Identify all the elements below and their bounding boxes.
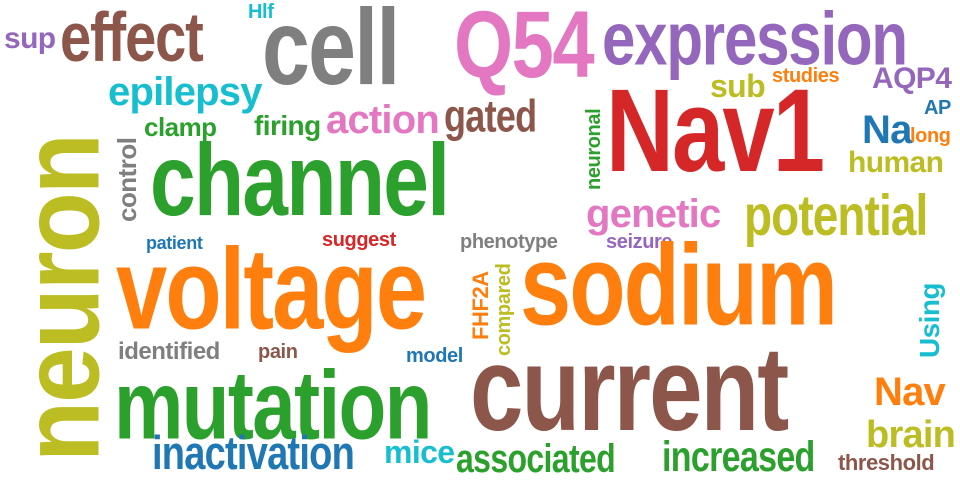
word-epilepsy: epilepsy	[108, 70, 262, 114]
word-effect: effect	[60, 0, 204, 76]
word-hlf: Hlf	[248, 1, 274, 23]
word-voltage: voltage	[116, 225, 427, 354]
word-neuron: neuron	[0, 135, 123, 462]
word-human: human	[848, 146, 944, 179]
word-potential: potential	[744, 182, 928, 248]
word-sodium: sodium	[520, 221, 838, 350]
word-associated: associated	[456, 435, 616, 480]
word-cell: cell	[262, 0, 400, 108]
word-expression: expression	[602, 0, 908, 81]
word-ap: AP	[924, 97, 951, 119]
word-model: model	[406, 345, 463, 367]
word-gated: gated	[444, 90, 537, 142]
word-current: current	[470, 322, 789, 457]
word-channel: channel	[150, 123, 450, 238]
word-sup: sup	[4, 22, 56, 55]
word-fhf2a: FHF2A	[468, 271, 493, 340]
word-identified: identified	[118, 338, 220, 365]
word-increased: increased	[662, 433, 815, 480]
word-genetic: genetic	[586, 192, 721, 236]
word-mice: mice	[384, 434, 455, 470]
word-q54: Q54	[454, 0, 595, 98]
word-seizure: seizure	[606, 231, 673, 253]
word-patient: patient	[146, 233, 203, 253]
word-firing: firing	[254, 110, 321, 141]
word-brain: brain	[866, 414, 956, 456]
word-suggest: suggest	[322, 229, 396, 251]
word-mutation: mutation	[114, 349, 432, 460]
word-pain: pain	[258, 341, 298, 363]
word-action: action	[326, 98, 440, 142]
word-compared: compared	[493, 263, 515, 356]
word-control: control	[112, 137, 142, 222]
word-studies: studies	[772, 65, 840, 87]
word-aqp4: AQP4	[872, 62, 952, 95]
word-nav1: Nav1	[606, 64, 825, 196]
word-threshold: threshold	[838, 450, 935, 475]
word-nav: Nav	[874, 370, 946, 414]
word-using: Using	[914, 283, 945, 358]
word-inactivation: inactivation	[152, 427, 355, 480]
word-sub: sub	[710, 68, 766, 104]
word-neuronal: neuronal	[583, 108, 605, 190]
word-na: Na	[862, 108, 912, 152]
word-clamp: clamp	[144, 112, 217, 142]
word-long: long	[910, 125, 951, 147]
word-phenotype: phenotype	[460, 231, 558, 253]
